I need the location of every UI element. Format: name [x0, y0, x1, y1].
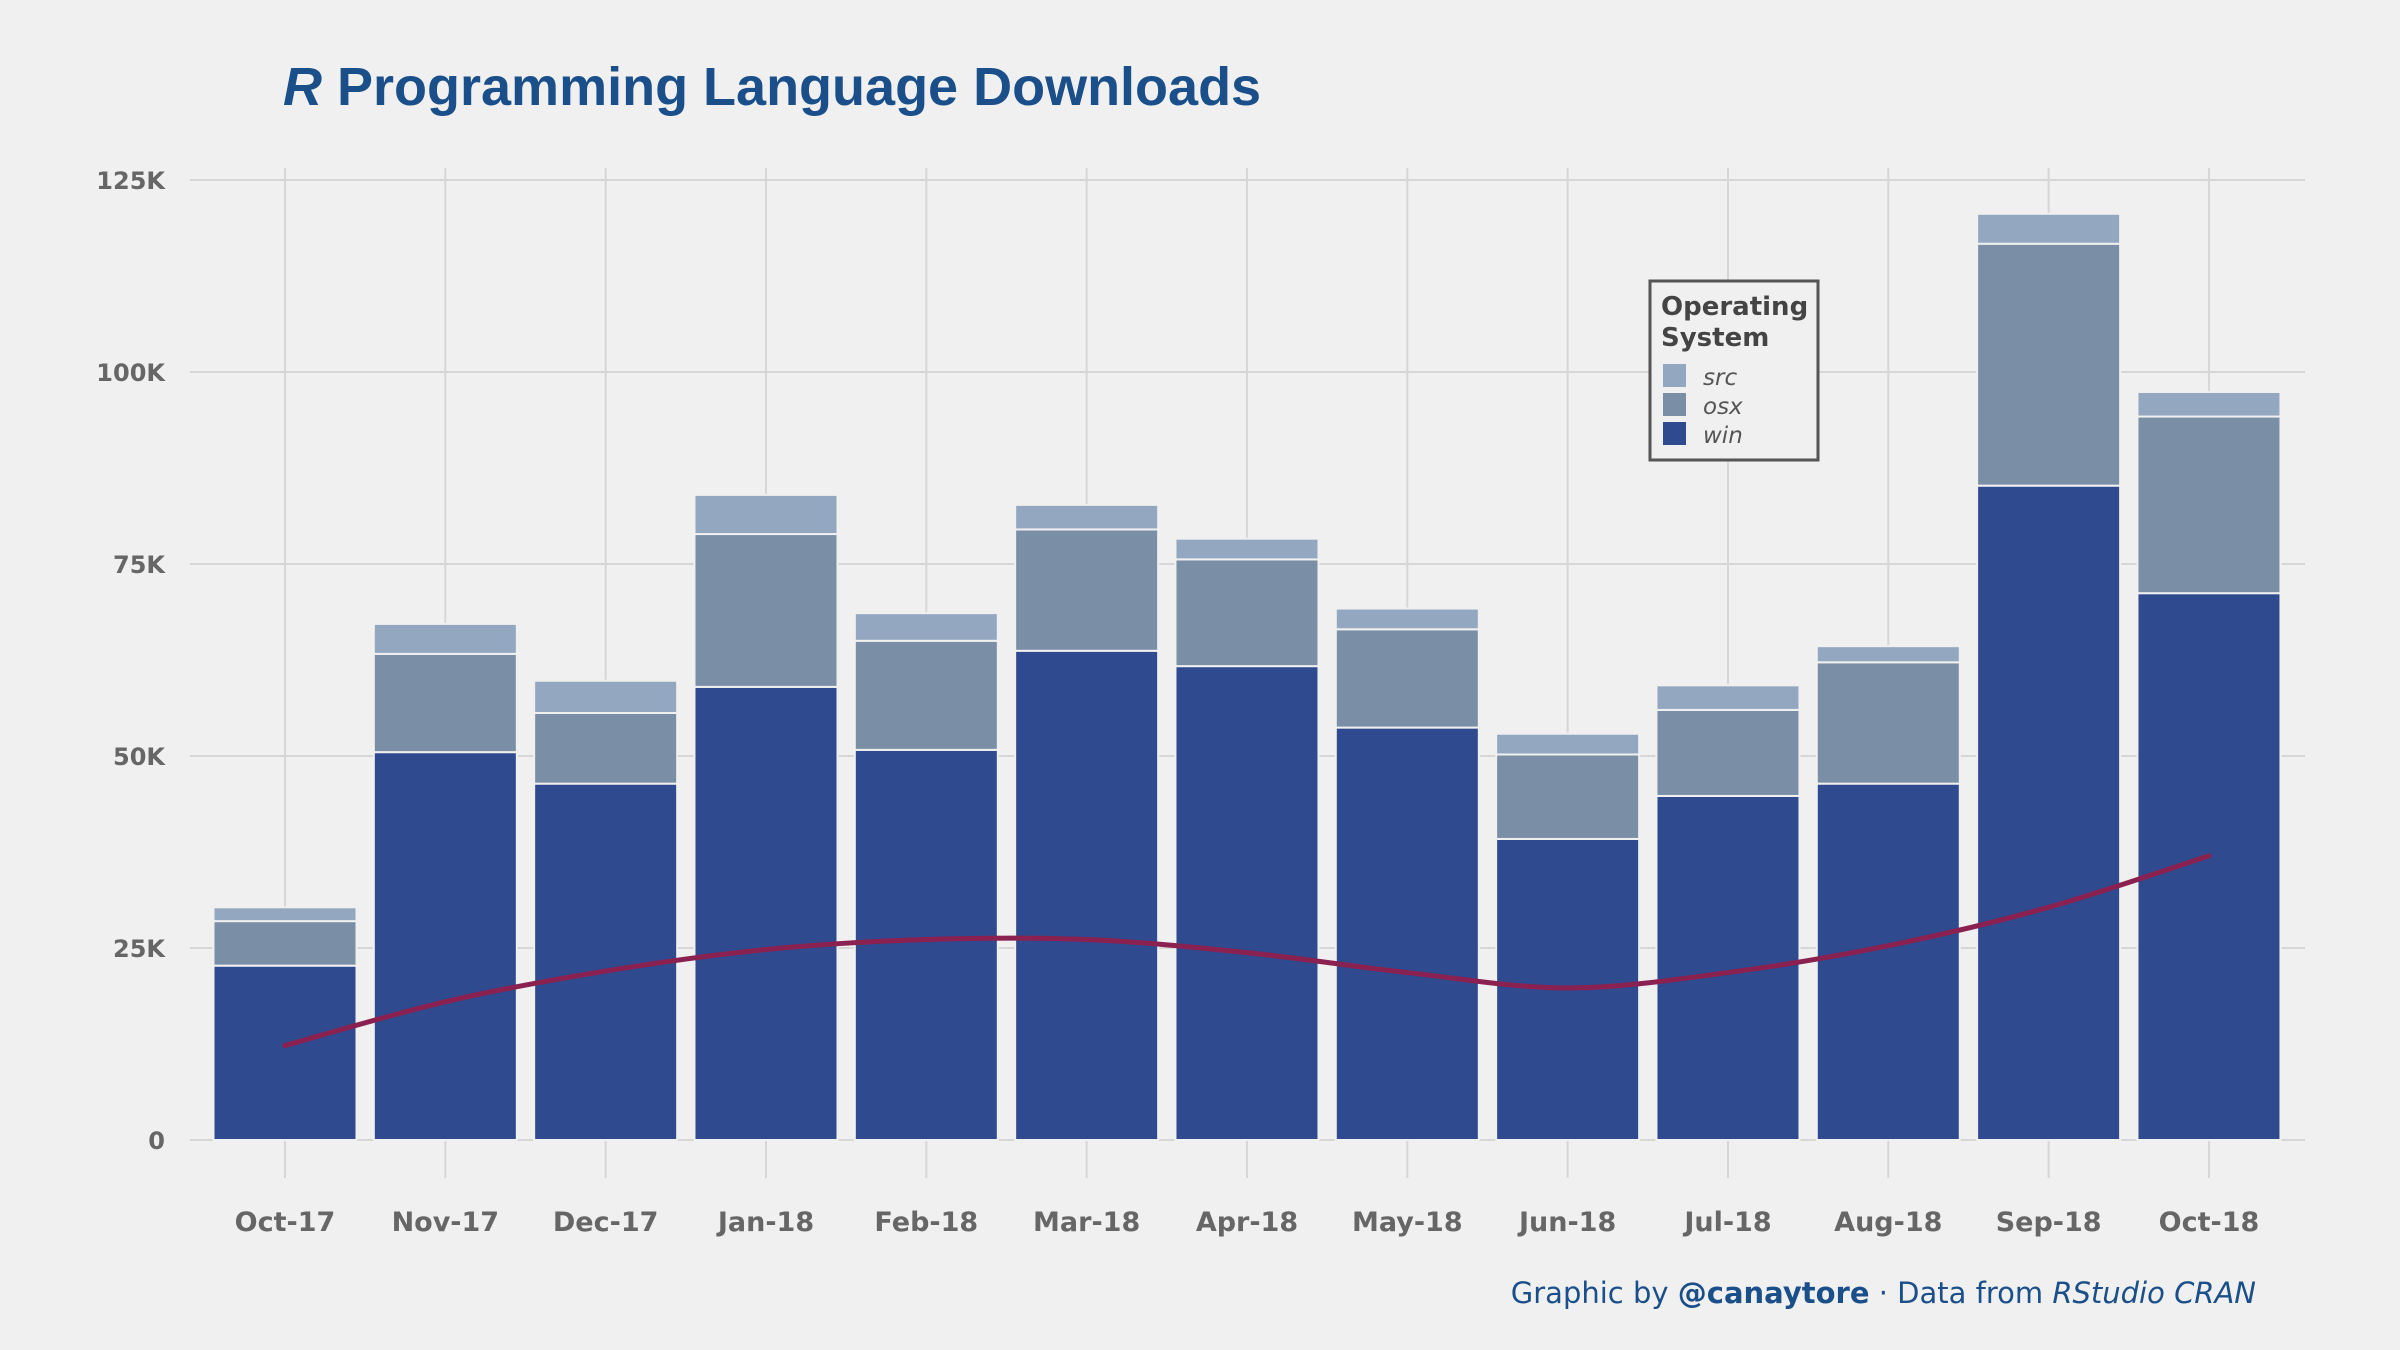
trend-layer — [282, 853, 2212, 1049]
bar-osx — [1014, 528, 1160, 652]
bar-win — [212, 964, 358, 1141]
bar-win — [1976, 484, 2122, 1141]
bar-win — [1014, 649, 1160, 1141]
y-tick-label: 50K — [113, 743, 166, 771]
x-tick-label: Mar-18 — [1033, 1207, 1140, 1238]
chart-title: R Programming Language Downloads — [283, 56, 1261, 118]
x-tick-label: Nov-17 — [392, 1207, 500, 1238]
caption-prefix: Graphic by — [1510, 1276, 1678, 1310]
bar-osx — [1174, 558, 1320, 668]
x-tick-label: Aug-18 — [1834, 1207, 1942, 1238]
chart-title-emphasis: R — [283, 57, 322, 117]
bar-osx — [533, 711, 679, 785]
legend-swatch-osx — [1663, 393, 1686, 416]
bar-win — [1334, 726, 1480, 1141]
trend-line — [282, 853, 2212, 1049]
bar-win — [1174, 665, 1320, 1141]
bar-src — [1815, 645, 1961, 664]
x-tick-label: Dec-17 — [553, 1207, 659, 1238]
x-tick-label: Oct-18 — [2159, 1207, 2260, 1238]
legend: Operating System src osx win — [1648, 279, 1820, 462]
bar-osx — [212, 920, 358, 967]
x-tick-label: Feb-18 — [874, 1207, 978, 1238]
bar-src — [1495, 732, 1641, 756]
bar-osx — [372, 652, 518, 754]
y-tick-label: 75K — [113, 551, 166, 579]
x-tick-label: Jul-18 — [1682, 1207, 1771, 1238]
bar-src — [1976, 212, 2122, 245]
y-tick-label: 100K — [96, 359, 166, 387]
bar-win — [1815, 782, 1961, 1141]
legend-swatch-win — [1663, 422, 1686, 445]
bar-osx — [1334, 628, 1480, 729]
x-tick-label: Oct-17 — [235, 1207, 336, 1238]
bar-src — [693, 493, 839, 536]
x-tick-label: May-18 — [1352, 1207, 1463, 1238]
bar-src — [1174, 537, 1320, 561]
x-axis-ticks: Oct-17 Nov-17 Dec-17 Jan-18 Feb-18 Mar-18 Apr-… — [235, 1207, 2260, 1238]
bar-src — [1655, 684, 1801, 711]
legend-label-osx: osx — [1703, 394, 1743, 420]
bar-src — [533, 679, 679, 714]
bar-src — [212, 906, 358, 923]
bar-win — [693, 685, 839, 1141]
legend-title-line1: Operating — [1661, 292, 1808, 322]
bar-src — [853, 612, 999, 642]
legend-swatch-src — [1663, 364, 1686, 387]
legend-title-line2: System — [1661, 323, 1769, 353]
bar-win — [2136, 592, 2282, 1141]
bar-osx — [1815, 661, 1961, 785]
legend-label-win: win — [1703, 423, 1743, 449]
y-tick-label: 0 — [148, 1127, 165, 1155]
bar-win — [853, 748, 999, 1142]
y-axis-ticks: 0 25K 50K 75K 100K 125K — [96, 167, 166, 1155]
bar-osx — [1976, 242, 2122, 487]
bar-src — [1014, 503, 1160, 531]
bar-osx — [853, 639, 999, 751]
x-tick-label: Jan-18 — [716, 1207, 814, 1238]
bar-layer — [212, 212, 2282, 1142]
x-tick-label: Apr-18 — [1196, 1207, 1298, 1238]
bar-src — [372, 622, 518, 655]
bar-osx — [2136, 415, 2282, 595]
caption-middle: · Data from — [1869, 1276, 2053, 1310]
x-tick-label: Sep-18 — [1996, 1207, 2102, 1238]
x-tick-label: Jun-18 — [1517, 1207, 1616, 1238]
y-tick-label: 25K — [113, 935, 166, 963]
caption-handle: @canaytore — [1677, 1276, 1870, 1310]
chart-title-text: Programming Language Downloads — [322, 57, 1262, 117]
y-tick-label: 125K — [96, 167, 166, 195]
bar-osx — [693, 533, 839, 688]
caption-source: RStudio CRAN — [2052, 1276, 2256, 1310]
bar-osx — [1495, 753, 1641, 840]
bar-osx — [1655, 708, 1801, 797]
bar-win — [372, 751, 518, 1141]
bar-src — [1334, 607, 1480, 631]
bar-src — [2136, 390, 2282, 418]
caption: Graphic by @canaytore · Data from RStudi… — [1511, 1276, 2256, 1310]
bar-win — [1655, 794, 1801, 1141]
legend-label-src: src — [1703, 365, 1737, 391]
